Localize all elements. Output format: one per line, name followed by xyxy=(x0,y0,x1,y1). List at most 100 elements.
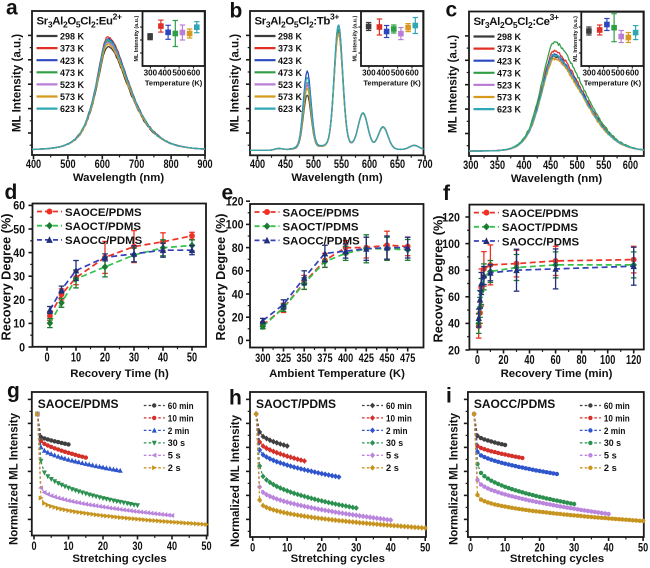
svg-text:0: 0 xyxy=(250,541,255,555)
svg-text:50: 50 xyxy=(201,539,211,553)
svg-text:40: 40 xyxy=(13,246,25,260)
svg-text:500: 500 xyxy=(172,69,186,78)
svg-text:400: 400 xyxy=(250,157,266,171)
svg-text:10: 10 xyxy=(63,539,73,553)
svg-text:300: 300 xyxy=(362,69,376,78)
svg-text:80: 80 xyxy=(232,241,244,255)
svg-text:600: 600 xyxy=(405,69,419,78)
svg-text:600: 600 xyxy=(95,157,111,171)
svg-text:Recovery Degree (%): Recovery Degree (%) xyxy=(0,214,14,341)
svg-text:120: 120 xyxy=(442,210,460,224)
svg-text:600: 600 xyxy=(187,69,201,78)
svg-text:623 K: 623 K xyxy=(60,104,84,114)
svg-text:Normalized ML Intensity: Normalized ML Intensity xyxy=(9,412,21,545)
svg-text:Stretching cycles: Stretching cycles xyxy=(291,553,385,565)
svg-text:573 K: 573 K xyxy=(497,93,521,103)
svg-text:60 min: 60 min xyxy=(604,401,630,411)
svg-text:40: 40 xyxy=(604,541,614,555)
svg-text:0: 0 xyxy=(238,334,244,348)
svg-text:40: 40 xyxy=(524,353,534,367)
svg-text:500: 500 xyxy=(391,69,405,78)
svg-text:30 s: 30 s xyxy=(604,438,621,448)
svg-text:2 min: 2 min xyxy=(604,426,626,436)
svg-text:298 K: 298 K xyxy=(60,32,84,42)
svg-text:298 K: 298 K xyxy=(278,32,302,42)
svg-text:0: 0 xyxy=(475,353,480,367)
svg-text:600: 600 xyxy=(626,69,640,78)
svg-text:623 K: 623 K xyxy=(497,105,521,115)
svg-text:20: 20 xyxy=(98,539,108,553)
svg-text:SAOCC/PDMS: SAOCC/PDMS xyxy=(474,397,555,411)
svg-text:20: 20 xyxy=(498,353,508,367)
svg-text:ML Intensity (a.u.): ML Intensity (a.u.) xyxy=(134,16,140,62)
svg-text:Wavelength (nm): Wavelength (nm) xyxy=(511,173,603,185)
svg-text:i: i xyxy=(446,385,452,408)
svg-text:SAOCC/PDMS: SAOCC/PDMS xyxy=(65,235,143,247)
svg-text:Temperature (K): Temperature (K) xyxy=(584,79,642,88)
svg-text:40: 40 xyxy=(167,539,177,553)
svg-text:ML Intensity (a.u.): ML Intensity (a.u.) xyxy=(447,35,460,133)
svg-text:523 K: 523 K xyxy=(497,81,521,91)
svg-text:573 K: 573 K xyxy=(60,92,84,102)
svg-text:60 min: 60 min xyxy=(386,401,412,411)
svg-text:50: 50 xyxy=(638,541,648,555)
svg-text:298 K: 298 K xyxy=(497,32,521,42)
svg-text:Sr3Al2O5Cl2:Eu2+: Sr3Al2O5Cl2:Eu2+ xyxy=(37,12,123,30)
svg-text:50: 50 xyxy=(187,350,197,364)
svg-text:Wavelength (nm): Wavelength (nm) xyxy=(73,172,165,184)
svg-text:ML Intensity (a.u.): ML Intensity (a.u.) xyxy=(229,34,242,132)
svg-text:Ambient Temperature (K): Ambient Temperature (K) xyxy=(269,368,405,380)
svg-text:10 min: 10 min xyxy=(604,413,630,423)
svg-text:50: 50 xyxy=(13,222,25,236)
svg-text:325: 325 xyxy=(276,351,292,365)
svg-text:373 K: 373 K xyxy=(60,44,84,54)
svg-text:40: 40 xyxy=(232,287,244,301)
svg-text:SAOCE/PDMS: SAOCE/PDMS xyxy=(38,397,119,411)
svg-text:SAOCC/PDMS: SAOCC/PDMS xyxy=(283,236,361,248)
svg-text:400: 400 xyxy=(158,69,172,78)
svg-text:300: 300 xyxy=(255,351,271,365)
svg-text:60: 60 xyxy=(13,199,25,213)
svg-text:a: a xyxy=(6,0,18,20)
svg-text:b: b xyxy=(230,0,243,23)
svg-text:10: 10 xyxy=(282,541,292,555)
svg-text:10: 10 xyxy=(13,317,25,331)
svg-text:500: 500 xyxy=(570,158,586,172)
svg-text:10 min: 10 min xyxy=(168,413,194,423)
svg-text:Wavelength (nm): Wavelength (nm) xyxy=(291,172,383,184)
svg-text:700: 700 xyxy=(417,157,433,171)
svg-text:423 K: 423 K xyxy=(60,56,84,66)
svg-text:2 min: 2 min xyxy=(168,426,190,436)
svg-text:600: 600 xyxy=(362,157,378,171)
svg-text:2 min: 2 min xyxy=(386,426,408,436)
svg-text:Recovery Degree (%): Recovery Degree (%) xyxy=(214,214,228,341)
svg-text:f: f xyxy=(443,182,451,205)
svg-text:60: 60 xyxy=(551,353,561,367)
svg-text:Recovery Time (min): Recovery Time (min) xyxy=(501,368,613,380)
svg-text:40: 40 xyxy=(386,541,396,555)
svg-text:400: 400 xyxy=(26,157,42,171)
svg-text:Temperature (K): Temperature (K) xyxy=(145,79,203,88)
svg-text:473 K: 473 K xyxy=(278,68,302,78)
svg-text:h: h xyxy=(229,387,242,410)
svg-text:0: 0 xyxy=(468,541,473,555)
svg-text:20: 20 xyxy=(13,293,25,307)
svg-text:Stretching cycles: Stretching cycles xyxy=(72,553,166,565)
svg-text:ML Intensity (a.u.): ML Intensity (a.u.) xyxy=(573,16,579,62)
svg-text:2 s: 2 s xyxy=(604,463,617,473)
svg-text:ML Intensity (a.u.): ML Intensity (a.u.) xyxy=(11,34,24,132)
svg-text:SAOCT/PDMS: SAOCT/PDMS xyxy=(502,222,578,234)
svg-text:500: 500 xyxy=(306,157,322,171)
svg-text:Temperature (K): Temperature (K) xyxy=(363,79,421,88)
svg-text:100: 100 xyxy=(442,237,460,251)
svg-text:20: 20 xyxy=(448,343,460,357)
svg-text:573 K: 573 K xyxy=(278,92,302,102)
svg-text:SAOCT/PDMS: SAOCT/PDMS xyxy=(65,221,141,233)
svg-text:120: 120 xyxy=(626,353,641,367)
svg-text:2 s: 2 s xyxy=(168,463,181,473)
svg-text:450: 450 xyxy=(379,351,395,365)
svg-text:SAOCE/PDMS: SAOCE/PDMS xyxy=(65,207,142,219)
svg-text:SAOCT/PDMS: SAOCT/PDMS xyxy=(283,222,359,234)
svg-text:700: 700 xyxy=(129,157,145,171)
svg-text:40: 40 xyxy=(158,350,168,364)
